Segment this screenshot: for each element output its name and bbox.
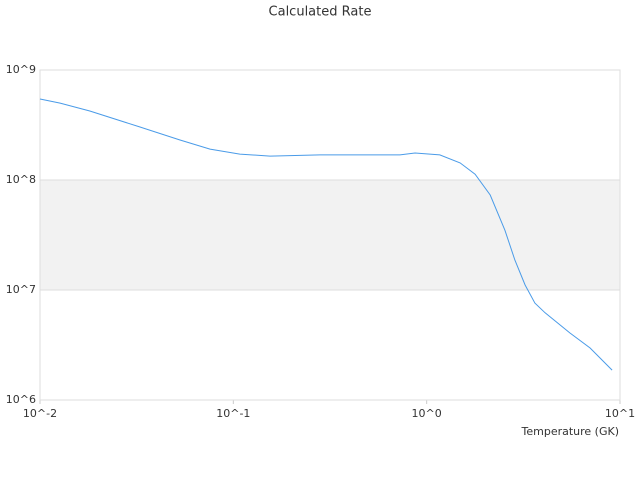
plot-frame (39, 69, 621, 401)
y-tick-label: 10^6 (6, 393, 36, 406)
x-tick-label: 10^-1 (216, 407, 250, 420)
y-tick-label: 10^9 (6, 63, 36, 76)
y-tick-label: 10^8 (6, 173, 36, 186)
x-tick-label: 10^1 (605, 407, 635, 420)
chart-title: Calculated Rate (269, 5, 372, 20)
grid-band (40, 180, 620, 290)
x-axis-label: Temperature (GK) (521, 425, 620, 438)
x-tick-label: 10^0 (412, 407, 442, 420)
y-tick-label: 10^7 (6, 283, 36, 296)
line (39, 98, 613, 371)
x-tick-label: 10^-2 (23, 407, 57, 420)
